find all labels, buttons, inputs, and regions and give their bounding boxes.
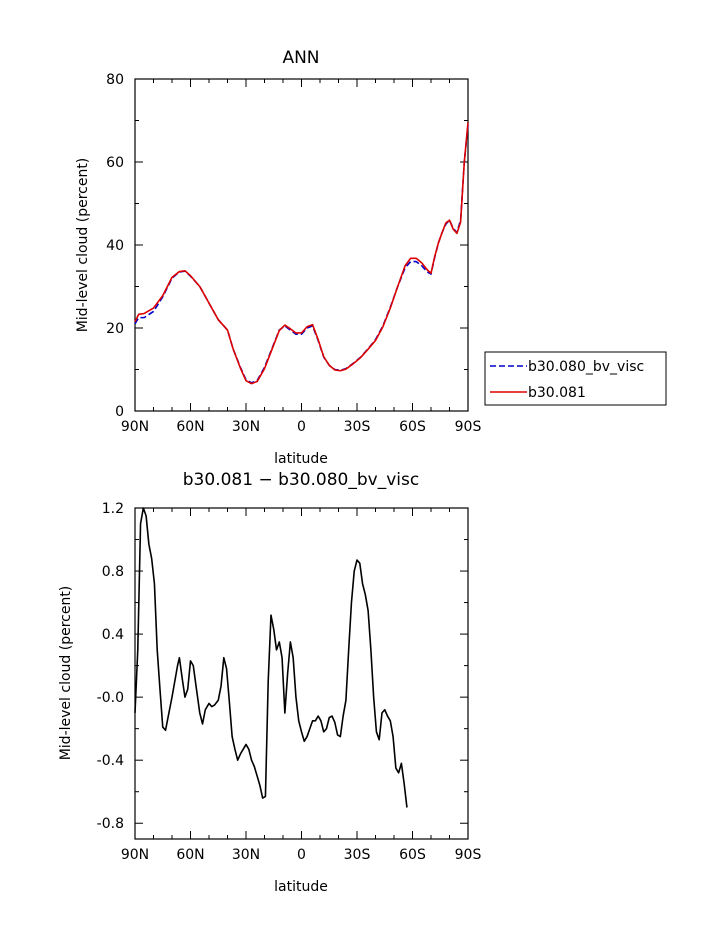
top-ytick-label: 20 <box>106 321 124 337</box>
bottom-ytick-label: 1.2 <box>102 501 124 517</box>
bottom-ytick-label: -0.0 <box>97 690 124 706</box>
bottom-ticks: 90N 60N 30N 0 30S 60S 90S -0.8 -0.4 -0.0 0.4 0.8 1.2 <box>97 501 482 863</box>
bottom-xtick-label: 60S <box>399 847 426 863</box>
top-xtick-label: 90S <box>455 419 482 435</box>
top-xtick-label: 60S <box>399 419 426 435</box>
top-series-line-1 <box>134 122 469 385</box>
bottom-ytick-label: 0.8 <box>102 564 124 580</box>
bottom-panel: b30.081 − b30.080_bv_visc 90N 60N 30N 0 30S 6… <box>58 470 481 895</box>
top-series-line-0 <box>134 124 469 384</box>
top-ytick-label: 60 <box>106 155 124 171</box>
top-panel: ANN 90N 60N 30N 0 30S 60S 90S 0 20 40 60 80 latitud… <box>75 48 481 467</box>
bottom-title: b30.081 − b30.080_bv_visc <box>183 470 419 490</box>
legend-box <box>484 351 667 406</box>
top-ticks: 90N 60N 30N 0 30S 60S 90S 0 20 40 60 80 <box>106 72 481 435</box>
bottom-ytick-label: -0.4 <box>97 753 124 769</box>
top-xtick-label: 60N <box>176 419 204 435</box>
bottom-ylabel: Mid-level cloud (percent) <box>58 586 74 761</box>
top-series <box>134 122 469 385</box>
bottom-xtick-label: 90N <box>121 847 149 863</box>
bottom-series-line-0 <box>134 507 408 808</box>
top-xtick-label: 30S <box>344 419 371 435</box>
bottom-xtick-label: 30S <box>344 847 371 863</box>
bottom-ytick-label: -0.8 <box>97 816 124 832</box>
top-ytick-label: 40 <box>106 238 124 254</box>
top-plot-frame <box>134 78 469 412</box>
bottom-xtick-label: 0 <box>297 847 306 863</box>
top-xtick-label: 90N <box>121 419 149 435</box>
top-xtick-label: 30N <box>232 419 260 435</box>
bottom-series <box>134 507 408 808</box>
bottom-xtick-label: 90S <box>455 847 482 863</box>
bottom-xtick-label: 30N <box>232 847 260 863</box>
top-xlabel: latitude <box>274 451 328 467</box>
legend-label-0: b30.080_bv_visc <box>528 359 644 375</box>
bottom-xlabel: latitude <box>274 879 328 895</box>
top-ytick-label: 0 <box>115 404 124 420</box>
bottom-ytick-label: 0.4 <box>102 627 124 643</box>
legend-label-1: b30.081 <box>528 385 586 401</box>
bottom-plot-frame <box>134 507 469 840</box>
legend: b30.080_bv_visc b30.081 <box>484 351 667 406</box>
top-ytick-label: 80 <box>106 72 124 88</box>
top-title: ANN <box>282 48 319 68</box>
top-ylabel: Mid-level cloud (percent) <box>75 158 91 333</box>
top-xtick-label: 0 <box>297 419 306 435</box>
bottom-xtick-label: 60N <box>176 847 204 863</box>
